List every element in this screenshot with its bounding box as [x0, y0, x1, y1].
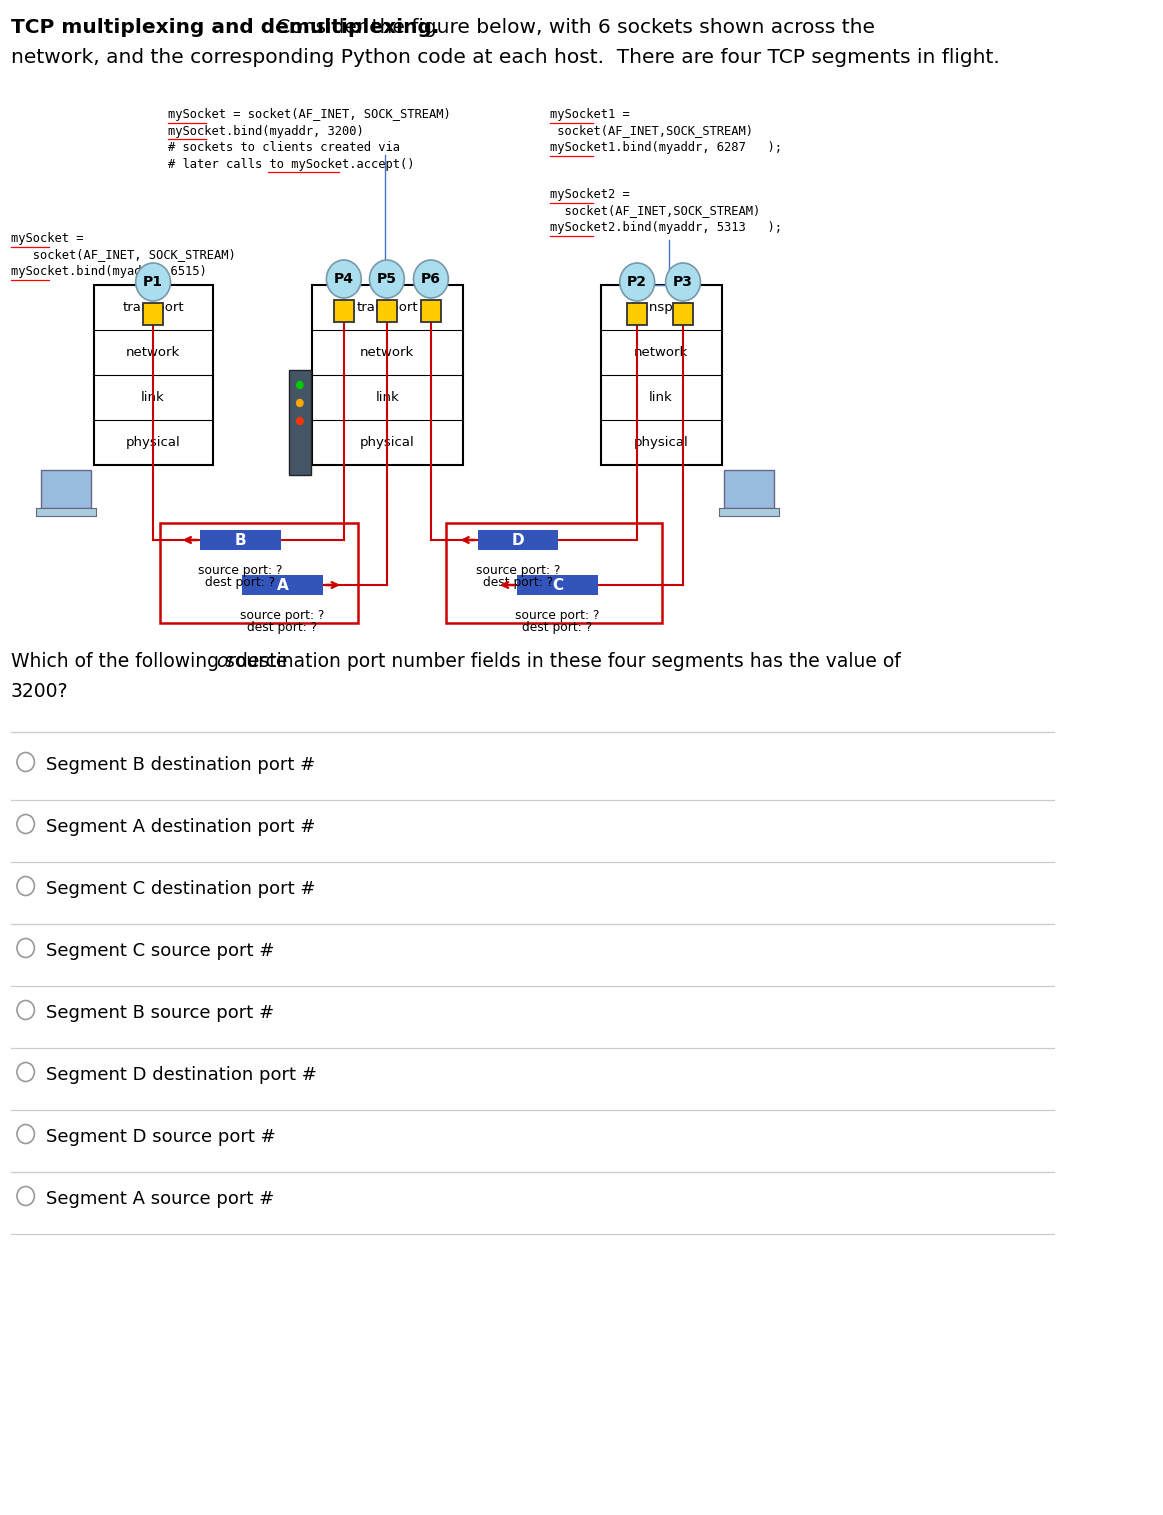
Text: dest port: ?: dest port: ? [248, 621, 317, 633]
Text: mySocket1.bind(myaddr, 6287   );: mySocket1.bind(myaddr, 6287 ); [550, 141, 782, 155]
Text: destination port number fields in these four segments has the value of: destination port number fields in these … [229, 651, 900, 671]
Text: link: link [141, 391, 165, 405]
Text: B: B [235, 532, 247, 547]
Bar [312, 285, 463, 465]
Text: physical: physical [361, 436, 415, 448]
Text: Which of the following source: Which of the following source [10, 651, 293, 671]
Text: mySocket = socket(AF_INET, SOCK_STREAM): mySocket = socket(AF_INET, SOCK_STREAM) [167, 108, 450, 121]
Bar [143, 303, 163, 326]
Bar [673, 303, 693, 326]
Text: mySocket2.bind(myaddr, 5313   );: mySocket2.bind(myaddr, 5313 ); [550, 221, 782, 233]
Text: source port: ?: source port: ? [476, 564, 561, 577]
Text: network: network [361, 345, 414, 359]
Circle shape [297, 418, 304, 424]
Bar [723, 470, 775, 508]
Text: D: D [512, 532, 525, 547]
Bar [518, 576, 598, 595]
Circle shape [17, 877, 35, 895]
Circle shape [370, 261, 405, 298]
Circle shape [17, 1062, 35, 1082]
Text: transport: transport [357, 301, 419, 314]
Circle shape [665, 264, 700, 301]
Text: link: link [376, 391, 399, 405]
Text: network: network [126, 345, 180, 359]
Bar [200, 530, 280, 550]
Bar [242, 576, 322, 595]
Text: Segment D source port #: Segment D source port # [45, 1129, 276, 1145]
Text: P4: P4 [334, 273, 354, 286]
Circle shape [17, 1000, 35, 1020]
Circle shape [414, 261, 448, 298]
Text: mySocket.bind(myaddr, 3200): mySocket.bind(myaddr, 3200) [167, 124, 364, 138]
Text: Consider the figure below, with 6 sockets shown across the: Consider the figure below, with 6 socket… [270, 18, 875, 36]
Circle shape [136, 264, 171, 301]
Text: dest port: ?: dest port: ? [522, 621, 592, 633]
Text: or: or [216, 651, 235, 671]
Circle shape [17, 938, 35, 957]
Text: socket(AF_INET,SOCK_STREAM): socket(AF_INET,SOCK_STREAM) [550, 124, 754, 138]
Bar [600, 285, 721, 465]
Circle shape [17, 1124, 35, 1144]
Text: C: C [552, 577, 563, 592]
Text: dest port: ?: dest port: ? [483, 576, 554, 589]
Text: Segment A source port #: Segment A source port # [45, 1189, 274, 1207]
Text: mySocket1 =: mySocket1 = [550, 108, 630, 121]
Text: transport: transport [122, 301, 184, 314]
Text: P3: P3 [673, 276, 693, 289]
Bar [627, 303, 648, 326]
Text: Segment C destination port #: Segment C destination port # [45, 880, 315, 898]
Text: source port: ?: source port: ? [241, 609, 324, 623]
Text: Segment D destination port #: Segment D destination port # [45, 1067, 316, 1085]
Text: Segment B source port #: Segment B source port # [45, 1004, 274, 1023]
Text: TCP multiplexing and demultiplexing.: TCP multiplexing and demultiplexing. [10, 18, 440, 36]
Text: mySocket.bind(myaddr, 6515): mySocket.bind(myaddr, 6515) [10, 265, 207, 277]
Text: 3200?: 3200? [10, 682, 69, 701]
Bar [36, 508, 95, 517]
Text: socket(AF_INET,SOCK_STREAM): socket(AF_INET,SOCK_STREAM) [550, 205, 761, 218]
Text: socket(AF_INET, SOCK_STREAM): socket(AF_INET, SOCK_STREAM) [10, 248, 236, 262]
Text: Segment C source port #: Segment C source port # [45, 942, 274, 961]
Bar [41, 470, 91, 508]
Bar [421, 300, 441, 323]
Circle shape [297, 382, 304, 388]
Text: Segment A destination port #: Segment A destination port # [45, 818, 315, 836]
Circle shape [620, 264, 655, 301]
Circle shape [327, 261, 362, 298]
Bar [334, 300, 354, 323]
Text: dest port: ?: dest port: ? [205, 576, 276, 589]
Bar [288, 370, 311, 476]
Text: physical: physical [634, 436, 688, 448]
Text: link: link [649, 391, 673, 405]
Text: P1: P1 [143, 276, 163, 289]
Text: Segment B destination port #: Segment B destination port # [45, 756, 315, 774]
Text: network, and the corresponding Python code at each host.  There are four TCP seg: network, and the corresponding Python co… [10, 48, 1000, 67]
Text: A: A [277, 577, 288, 592]
Text: P5: P5 [377, 273, 397, 286]
Bar [478, 530, 558, 550]
Bar [719, 508, 779, 517]
Text: P2: P2 [627, 276, 647, 289]
Circle shape [297, 400, 304, 406]
Text: P6: P6 [421, 273, 441, 286]
Circle shape [17, 1186, 35, 1206]
Text: transport: transport [630, 301, 692, 314]
Circle shape [17, 753, 35, 771]
Bar [93, 285, 213, 465]
Bar [447, 523, 662, 623]
Text: mySocket2 =: mySocket2 = [550, 188, 630, 201]
Circle shape [17, 815, 35, 833]
Text: # sockets to clients created via: # sockets to clients created via [167, 141, 400, 155]
Text: network: network [634, 345, 688, 359]
Text: mySocket =: mySocket = [10, 232, 84, 245]
Bar [377, 300, 397, 323]
Bar [160, 523, 357, 623]
Text: source port: ?: source port: ? [515, 609, 600, 623]
Text: physical: physical [126, 436, 180, 448]
Text: source port: ?: source port: ? [198, 564, 283, 577]
Text: # later calls to mySocket.accept(): # later calls to mySocket.accept() [167, 158, 414, 171]
